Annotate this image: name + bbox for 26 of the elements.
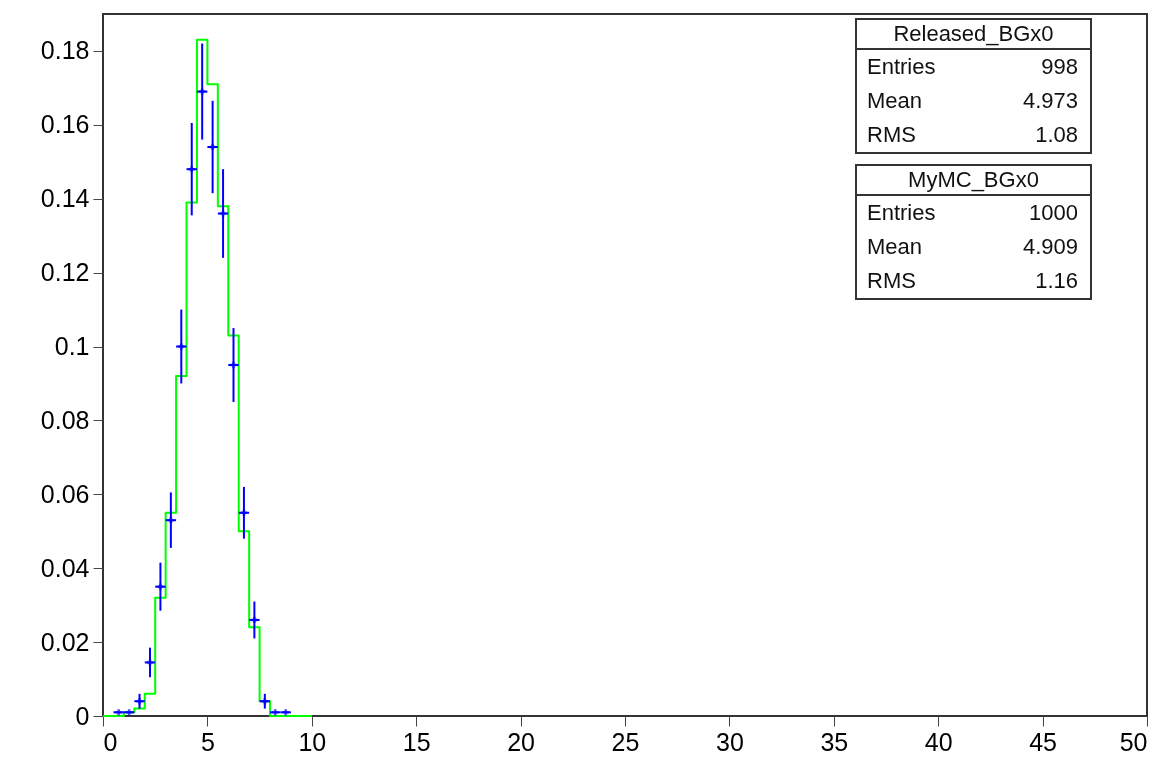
x-tick-label: 10 (298, 727, 327, 756)
y-tick-label: 0 (75, 701, 90, 730)
annotation: MyMC_BGx0 (857, 166, 1090, 196)
x-tick-label: 40 (924, 727, 953, 756)
y-tick-label: 0.12 (40, 258, 90, 287)
stats-box: MyMC_BGx0 Entries 1000 Mean 4.909 RMS 1.16 (855, 164, 1092, 300)
y-tick-label: 0.02 (40, 627, 90, 656)
stats-box: Released_BGx0 Entries 998 Mean 4.973 RMS 1.08 (855, 18, 1092, 154)
x-tick-label: 0 (103, 727, 118, 756)
y-tick-label: 0.08 (40, 405, 90, 434)
y-tick-label: 0.04 (40, 553, 90, 582)
annotation: Released_BGx0 (857, 20, 1090, 50)
y-tick-label: 0.14 (40, 184, 90, 213)
x-tick-label: 25 (611, 727, 640, 756)
y-tick-label: 0.16 (40, 110, 90, 139)
x-tick-label: 50 (1119, 727, 1148, 756)
x-tick-label: 20 (507, 727, 536, 756)
x-tick-label: 35 (820, 727, 849, 756)
y-tick-label: 0.1 (54, 332, 90, 361)
x-tick-label: 45 (1029, 727, 1058, 756)
y-tick-label: 0.18 (40, 36, 90, 65)
point (199, 88, 206, 95)
x-tick-label: 30 (715, 727, 744, 756)
y-tick-label: 0.06 (40, 479, 90, 508)
x-tick-label: 15 (402, 727, 431, 756)
x-tick-label: 5 (200, 727, 215, 756)
